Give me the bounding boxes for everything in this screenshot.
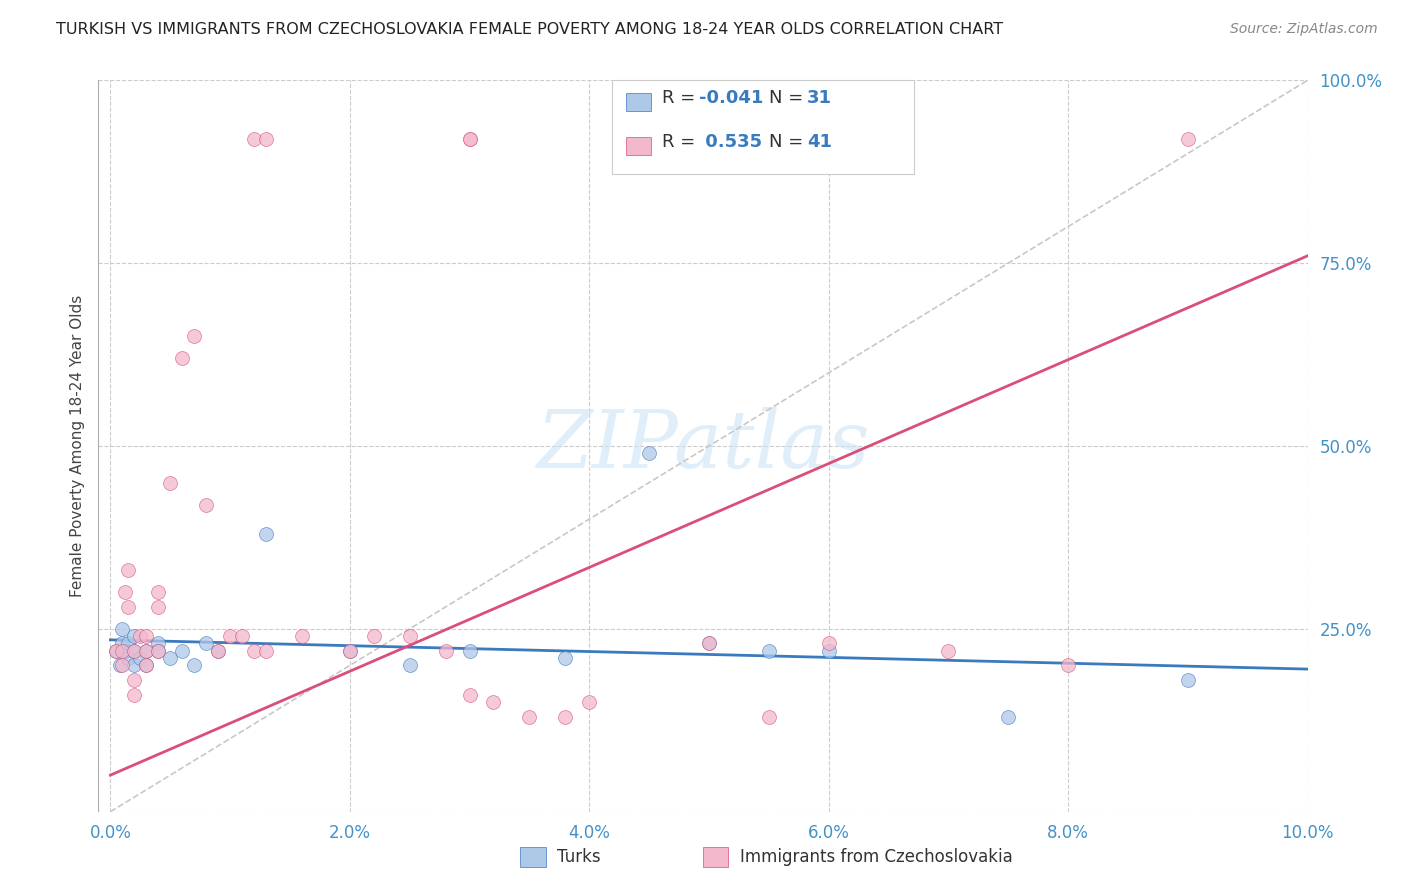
Point [114, 585, 136, 599]
Point [458, 132, 481, 146]
Point [339, 644, 361, 658]
Point [554, 709, 576, 723]
Point [105, 644, 128, 658]
Point [135, 644, 157, 658]
Text: 41: 41 [807, 133, 832, 151]
Point [111, 658, 134, 673]
Point [398, 658, 420, 673]
Point [117, 651, 139, 665]
Point [124, 629, 146, 643]
Text: 31: 31 [807, 88, 832, 106]
Point [195, 636, 218, 650]
Text: R =: R = [662, 88, 702, 106]
Point [172, 351, 194, 366]
Point [291, 629, 314, 643]
Point [758, 709, 780, 723]
Point [148, 636, 170, 650]
Point [697, 636, 720, 650]
Point [207, 644, 229, 658]
Point [105, 644, 128, 658]
Point [339, 644, 361, 658]
Point [183, 658, 205, 673]
Point [111, 622, 134, 636]
Point [758, 644, 780, 658]
Point [519, 709, 541, 723]
Point [817, 644, 839, 658]
Point [398, 629, 420, 643]
Point [124, 644, 146, 658]
Y-axis label: Female Poverty Among 18-24 Year Olds: Female Poverty Among 18-24 Year Olds [69, 295, 84, 597]
Point [117, 599, 139, 614]
Point [124, 644, 146, 658]
Point [458, 688, 481, 702]
Point [135, 658, 157, 673]
Point [114, 644, 136, 658]
Point [482, 695, 505, 709]
Point [183, 329, 205, 343]
Text: TURKISH VS IMMIGRANTS FROM CZECHOSLOVAKIA FEMALE POVERTY AMONG 18-24 YEAR OLDS C: TURKISH VS IMMIGRANTS FROM CZECHOSLOVAKI… [56, 22, 1004, 37]
Point [243, 132, 266, 146]
Point [124, 673, 146, 687]
Point [135, 658, 157, 673]
Text: Turks: Turks [557, 847, 600, 865]
Point [195, 498, 218, 512]
Point [243, 644, 266, 658]
Text: ZIPatlas: ZIPatlas [536, 408, 870, 484]
Point [148, 644, 170, 658]
Point [219, 629, 242, 643]
Point [129, 651, 152, 665]
Point [207, 644, 229, 658]
Point [111, 636, 134, 650]
Point [124, 688, 146, 702]
Point [817, 636, 839, 650]
Point [159, 475, 181, 490]
Point [434, 644, 457, 658]
Point [458, 644, 481, 658]
Point [254, 644, 277, 658]
Point [1177, 132, 1199, 146]
Point [231, 629, 253, 643]
Point [554, 651, 576, 665]
Point [135, 644, 157, 658]
Point [254, 526, 277, 541]
Point [997, 709, 1019, 723]
Point [129, 629, 152, 643]
Point [1177, 673, 1199, 687]
Point [1057, 658, 1080, 673]
Text: 0.535: 0.535 [699, 133, 762, 151]
Point [638, 446, 661, 460]
Text: Immigrants from Czechoslovakia: Immigrants from Czechoslovakia [740, 847, 1012, 865]
Point [148, 599, 170, 614]
Text: -0.041: -0.041 [699, 88, 763, 106]
Point [159, 651, 181, 665]
Point [108, 658, 131, 673]
Point [148, 585, 170, 599]
Point [363, 629, 385, 643]
Point [254, 132, 277, 146]
Text: R =: R = [662, 133, 702, 151]
Text: Source: ZipAtlas.com: Source: ZipAtlas.com [1230, 22, 1378, 37]
Point [697, 636, 720, 650]
Point [135, 629, 157, 643]
Point [172, 644, 194, 658]
Point [117, 636, 139, 650]
Point [578, 695, 600, 709]
Point [124, 658, 146, 673]
Point [148, 644, 170, 658]
Text: N =: N = [769, 133, 808, 151]
Text: N =: N = [769, 88, 808, 106]
Point [111, 644, 134, 658]
Point [938, 644, 960, 658]
Point [458, 132, 481, 146]
Point [117, 563, 139, 577]
